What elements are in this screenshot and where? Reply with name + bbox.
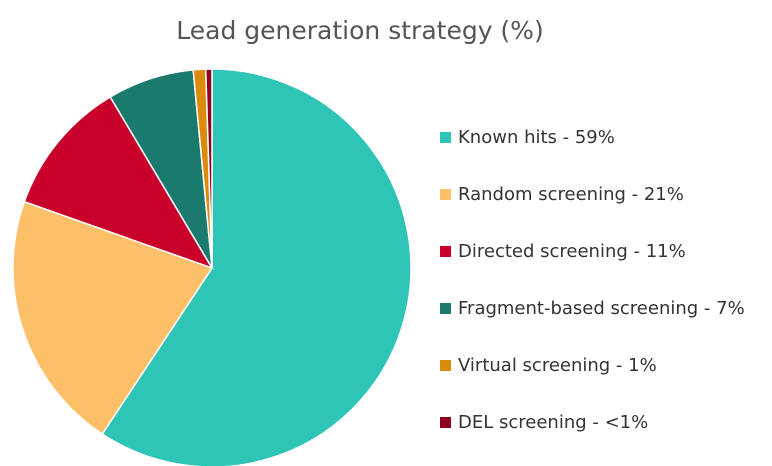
legend-swatch <box>440 303 451 314</box>
legend-label: DEL screening - <1% <box>458 412 648 433</box>
legend-swatch <box>440 360 451 371</box>
pie-slice <box>12 200 214 436</box>
chart-title: Lead generation strategy (%) <box>176 16 543 45</box>
legend-label: Virtual screening - 1% <box>458 355 657 376</box>
legend-swatch <box>440 189 451 200</box>
pie-slice <box>23 95 214 270</box>
pie-slice <box>101 68 412 466</box>
pie-slice <box>204 68 213 269</box>
legend-label: Directed screening - 11% <box>458 241 686 262</box>
legend-label: Fragment-based screening - 7% <box>458 298 745 319</box>
legend-label: Known hits - 59% <box>458 127 615 148</box>
legend-swatch <box>440 246 451 257</box>
legend-swatch <box>440 132 451 143</box>
legend-swatch <box>440 417 451 428</box>
legend-label: Random screening - 21% <box>458 184 684 205</box>
